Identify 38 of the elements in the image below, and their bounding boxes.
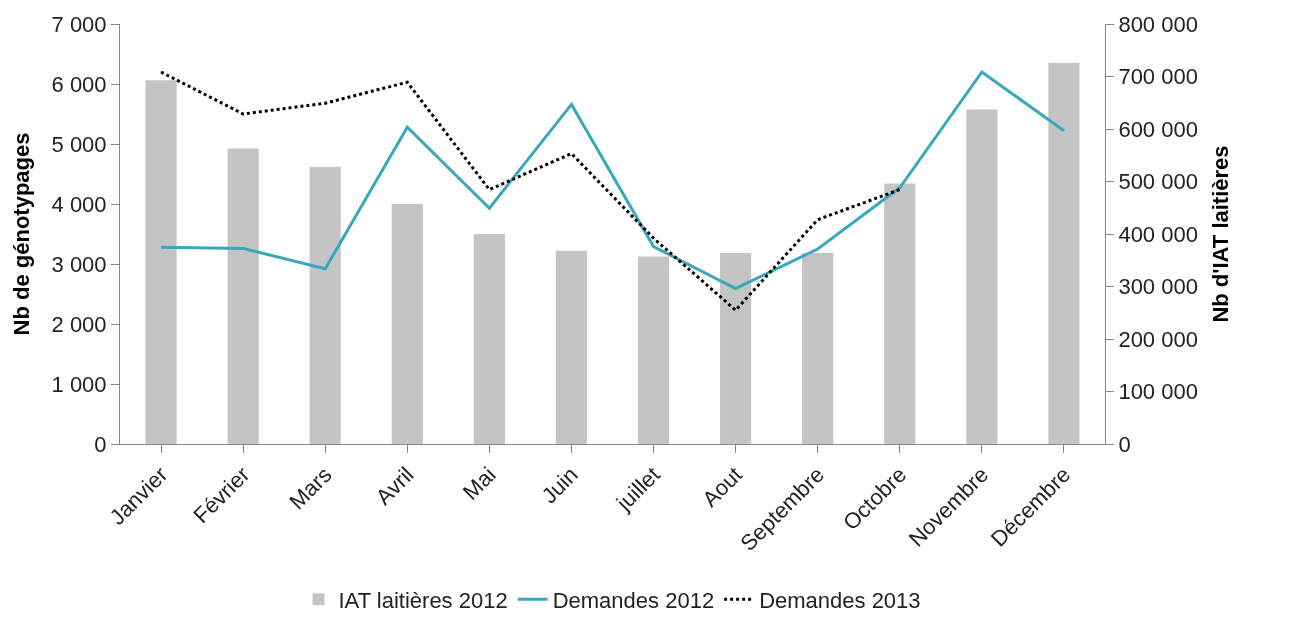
x-tick-label: Juin [536,462,583,509]
y-tick-label: 7 000 [51,11,107,37]
bar [145,80,177,444]
bar [802,252,834,444]
y-tick-label: 0 [94,431,107,457]
bar [391,204,423,444]
bar [966,109,998,444]
y2-tick-label: 400 000 [1118,221,1198,247]
bar [473,234,505,444]
bar [309,166,341,444]
bar [720,252,752,444]
bar [227,148,259,444]
y-tick-label: 2 000 [51,311,107,337]
y2-tick-label: 100 000 [1118,379,1198,405]
x-tick-label: Mai [457,462,501,505]
legend-label: Demandes 2013 [759,587,921,613]
y2-tick-label: 300 000 [1118,274,1198,300]
y2-tick-label: 500 000 [1118,169,1198,195]
y-tick-label: 6 000 [51,71,107,97]
y2-tick-label: 200 000 [1118,326,1198,352]
bar [637,256,670,444]
y2-axis-title: Nb d'IAT laitières [1207,145,1233,323]
bar [1048,62,1080,444]
y-tick-label: 1 000 [51,371,107,397]
bar [555,250,588,444]
legend-label: IAT laitières 2012 [338,587,508,613]
y-tick-label: 4 000 [51,191,107,217]
y2-tick-label: 700 000 [1118,64,1198,90]
y-tick-label: 3 000 [51,251,107,277]
y2-tick-label: 0 [1118,431,1131,457]
line-series [159,70,1066,291]
y2-tick-label: 800 000 [1118,11,1198,37]
y-tick-label: 5 000 [51,131,107,157]
y2-tick-label: 600 000 [1118,116,1198,142]
line-series [159,70,902,312]
y-axis-title: Nb de génotypages [9,132,35,336]
legend-label: Demandes 2012 [552,587,715,613]
bar [884,183,916,444]
